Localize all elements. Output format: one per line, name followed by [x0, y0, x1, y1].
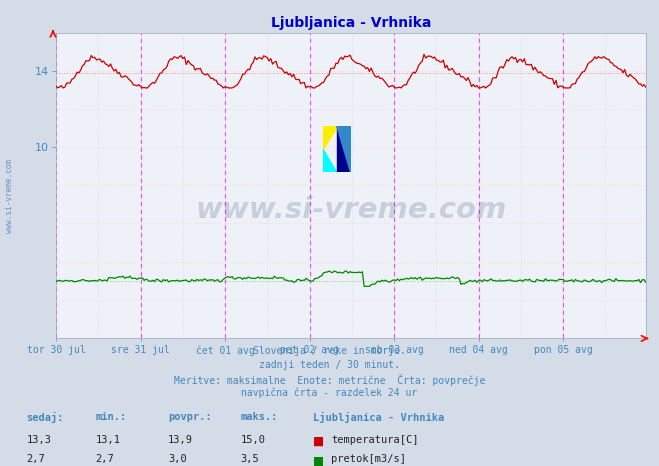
Text: www.si-vreme.com: www.si-vreme.com	[5, 159, 14, 233]
Text: maks.:: maks.:	[241, 412, 278, 422]
Text: Meritve: maksimalne  Enote: metrične  Črta: povprečje: Meritve: maksimalne Enote: metrične Črta…	[174, 374, 485, 386]
Polygon shape	[337, 126, 351, 172]
Text: 3,5: 3,5	[241, 454, 259, 464]
Text: 15,0: 15,0	[241, 435, 266, 445]
Text: sedaj:: sedaj:	[26, 412, 64, 424]
Text: temperatura[C]: temperatura[C]	[331, 435, 419, 445]
Title: Ljubljanica - Vrhnika: Ljubljanica - Vrhnika	[271, 16, 431, 30]
Text: ■: ■	[313, 435, 324, 448]
Text: pretok[m3/s]: pretok[m3/s]	[331, 454, 407, 464]
Text: zadnji teden / 30 minut.: zadnji teden / 30 minut.	[259, 360, 400, 370]
Text: 13,9: 13,9	[168, 435, 193, 445]
Text: Ljubljanica - Vrhnika: Ljubljanica - Vrhnika	[313, 412, 444, 424]
Text: povpr.:: povpr.:	[168, 412, 212, 422]
Text: www.si-vreme.com: www.si-vreme.com	[195, 196, 507, 224]
Text: ■: ■	[313, 454, 324, 466]
Text: min.:: min.:	[96, 412, 127, 422]
Text: 3,0: 3,0	[168, 454, 186, 464]
Polygon shape	[323, 126, 337, 149]
Text: 2,7: 2,7	[26, 454, 45, 464]
Text: 13,1: 13,1	[96, 435, 121, 445]
Polygon shape	[337, 126, 351, 172]
Text: 13,3: 13,3	[26, 435, 51, 445]
Text: Slovenija / reke in morje.: Slovenija / reke in morje.	[253, 346, 406, 356]
Text: 2,7: 2,7	[96, 454, 114, 464]
Polygon shape	[323, 149, 337, 172]
Text: navpična črta - razdelek 24 ur: navpična črta - razdelek 24 ur	[241, 388, 418, 398]
